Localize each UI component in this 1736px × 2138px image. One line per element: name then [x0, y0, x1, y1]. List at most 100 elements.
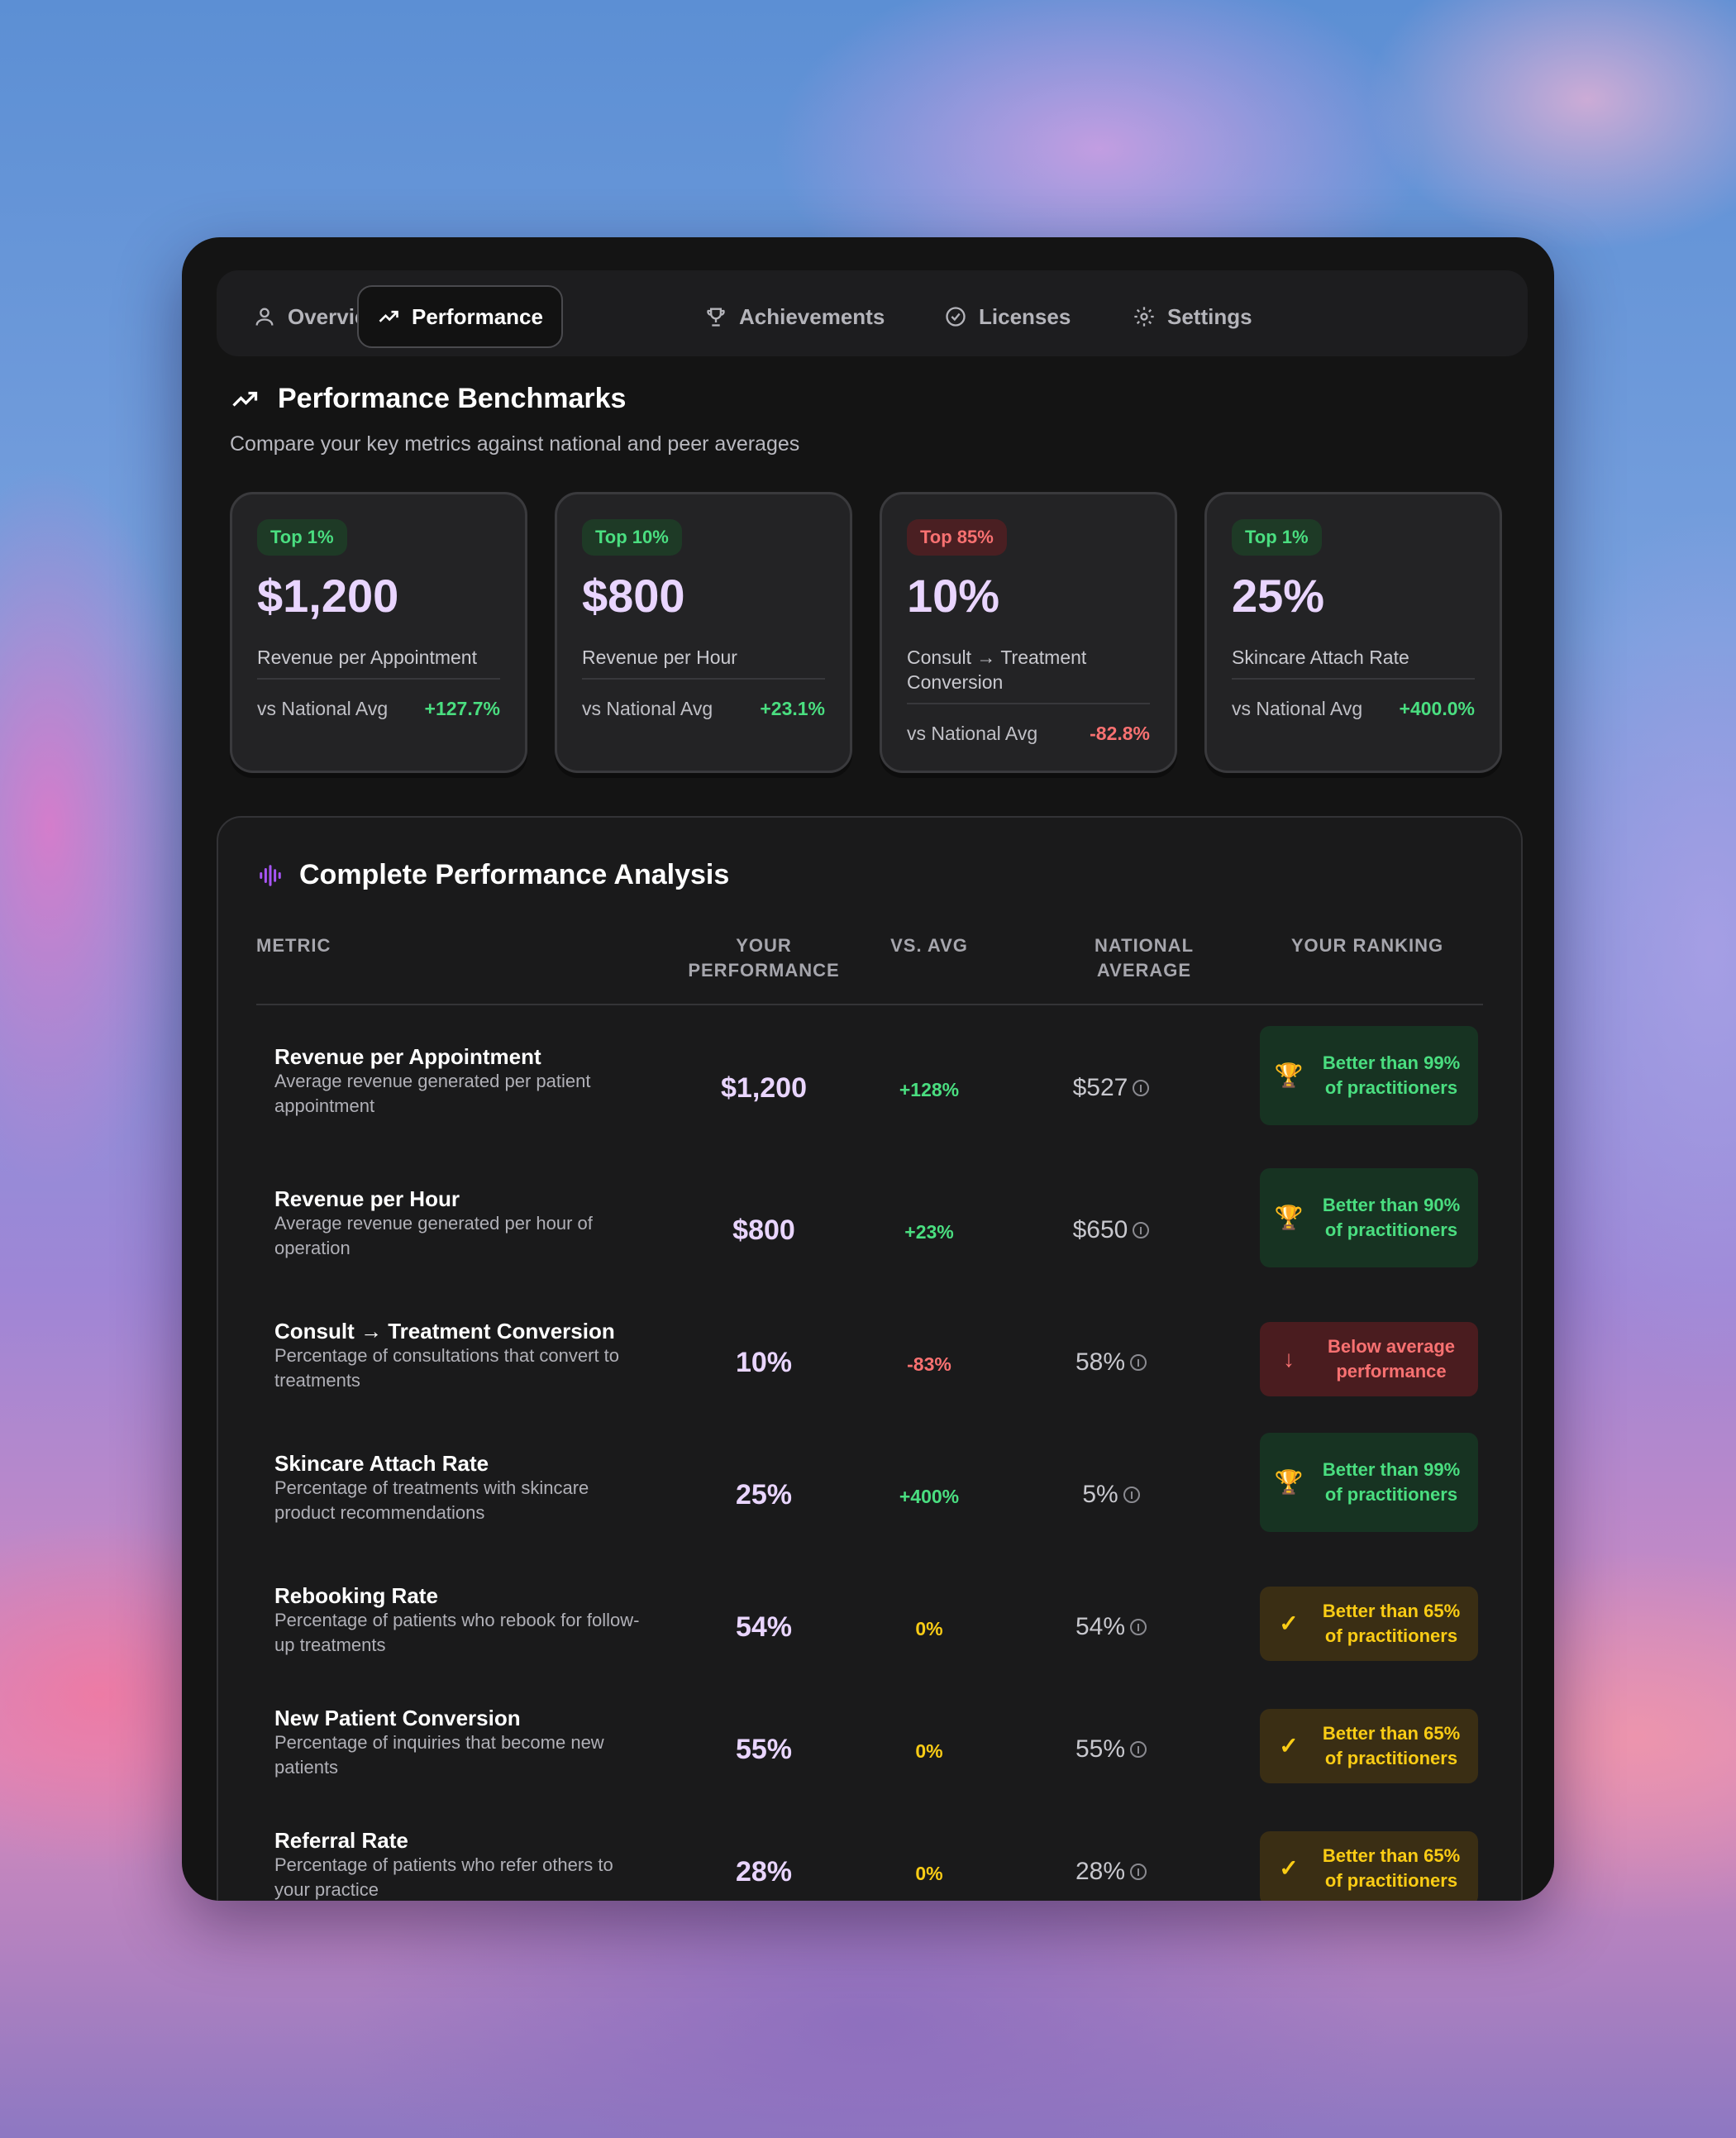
metric-name: Rebooking Rate — [274, 1583, 438, 1608]
your-performance-value: $1,200 — [721, 1072, 807, 1104]
national-average: $650 — [1028, 1216, 1194, 1244]
vs-avg-value: 0% — [915, 1740, 943, 1762]
analysis-title: Complete Performance Analysis — [299, 859, 730, 890]
info-icon[interactable] — [1133, 1080, 1150, 1096]
metric-description: Percentage of treatments with skincare p… — [274, 1477, 589, 1523]
benchmarks-header: Performance Benchmarks — [230, 383, 626, 415]
national-average: 54% — [1028, 1613, 1194, 1641]
ranking-badge: 🏆 Better than 90% of practitioners — [1260, 1168, 1478, 1267]
trending-up-icon — [232, 391, 258, 407]
national-average: 55% — [1028, 1735, 1194, 1763]
card-value: $1,200 — [257, 570, 399, 622]
vs-avg-value: -83% — [907, 1353, 951, 1375]
vs-avg-value: +23% — [904, 1221, 954, 1243]
rank-badge: Top 10% — [582, 519, 682, 556]
compare-label: vs National Avg — [1232, 698, 1363, 719]
header-divider — [256, 1004, 1483, 1005]
column-header-line: YOUR — [736, 935, 792, 956]
your-performance-value: 54% — [735, 1611, 793, 1643]
your-performance-value: 28% — [735, 1856, 793, 1887]
metric-name: Revenue per Hour — [274, 1186, 460, 1211]
card-value: 25% — [1232, 570, 1325, 622]
tab-settings[interactable]: Settings — [1114, 285, 1271, 348]
info-icon[interactable] — [1130, 1864, 1147, 1880]
audio-bars-icon — [260, 864, 281, 886]
column-header-national: NATIONAL AVERAGE — [1045, 933, 1243, 983]
card-footer: vs National Avg +23.1% — [582, 698, 825, 720]
column-header-vs-avg: VS. AVG — [890, 935, 968, 956]
metric-name: Revenue per Appointment — [274, 1044, 541, 1069]
delta-value: +23.1% — [760, 698, 825, 719]
benchmark-card: Top 85% 10% Consult → Treatment Conversi… — [880, 492, 1177, 773]
trophy-icon: 🏆 — [1274, 1205, 1304, 1230]
tab-bar: Overview Performance Achievements Licens… — [217, 270, 1528, 356]
metric-description: Percentage of patients who rebook for fo… — [274, 1610, 640, 1655]
check-icon: ✓ — [1279, 1611, 1299, 1636]
rank-badge: Top 1% — [257, 519, 347, 556]
tab-licenses[interactable]: Licenses — [926, 285, 1089, 348]
info-icon[interactable] — [1123, 1487, 1140, 1503]
analysis-header: Complete Performance Analysis — [258, 859, 729, 891]
column-header-line: NATIONAL — [1094, 935, 1195, 956]
trophy-icon: 🏆 — [1274, 1062, 1304, 1088]
column-header-ranking: YOUR RANKING — [1290, 935, 1444, 956]
metric-description: Percentage of consultations that convert… — [274, 1345, 620, 1391]
your-performance-value: 25% — [735, 1479, 793, 1510]
check-icon: ✓ — [1279, 1733, 1299, 1759]
national-average: 58% — [1028, 1348, 1194, 1377]
national-average-value: $527 — [1072, 1074, 1128, 1101]
card-divider — [257, 678, 500, 680]
benchmarks-title: Performance Benchmarks — [278, 383, 627, 414]
metric-description: Average revenue generated per patient ap… — [274, 1071, 591, 1116]
vs-avg-value: +128% — [899, 1079, 960, 1100]
delta-value: -82.8% — [1090, 723, 1150, 744]
metric-name: Referral Rate — [274, 1828, 408, 1853]
national-average: 5% — [1028, 1481, 1194, 1509]
card-divider — [907, 703, 1150, 704]
check-circle-icon — [946, 307, 966, 327]
compare-label: vs National Avg — [257, 698, 389, 719]
your-performance-value: 10% — [735, 1347, 793, 1378]
card-divider — [1232, 678, 1475, 680]
delta-value: +400.0% — [1399, 698, 1475, 719]
tab-label: Settings — [1167, 303, 1252, 329]
trending-up-icon — [379, 310, 398, 322]
gear-icon — [1134, 307, 1154, 327]
delta-value: +127.7% — [424, 698, 500, 719]
info-icon[interactable] — [1130, 1741, 1147, 1758]
trophy-icon: 🏆 — [1274, 1469, 1304, 1495]
ranking-text: Better than 65% of practitioners — [1322, 1723, 1461, 1768]
card-label: Consult → Treatment Conversion — [907, 647, 1087, 693]
national-average-value: 58% — [1075, 1348, 1126, 1376]
national-average-value: 5% — [1082, 1481, 1118, 1508]
metric-name: New Patient Conversion — [274, 1706, 521, 1730]
metric-name: Consult → Treatment Conversion — [274, 1319, 615, 1343]
info-icon[interactable] — [1130, 1619, 1147, 1635]
card-label: Skincare Attach Rate — [1232, 647, 1409, 668]
ranking-badge: ↓ Below average performance — [1260, 1322, 1478, 1396]
national-average-value: 55% — [1075, 1735, 1126, 1763]
ranking-badge: ✓ Better than 65% of practitioners — [1260, 1831, 1478, 1901]
vs-avg-value: 0% — [915, 1618, 943, 1639]
tab-label: Achievements — [739, 303, 885, 329]
rank-badge: Top 1% — [1232, 519, 1322, 556]
app-window: Overview Performance Achievements Licens… — [182, 237, 1554, 1901]
ranking-text: Better than 90% of practitioners — [1322, 1195, 1461, 1240]
ranking-badge: ✓ Better than 65% of practitioners — [1260, 1709, 1478, 1783]
ranking-badge: 🏆 Better than 99% of practitioners — [1260, 1433, 1478, 1532]
info-icon[interactable] — [1130, 1354, 1147, 1371]
metric-description: Average revenue generated per hour of op… — [274, 1213, 593, 1258]
card-divider — [582, 678, 825, 680]
card-footer: vs National Avg +127.7% — [257, 698, 500, 720]
column-header-metric: METRIC — [256, 935, 331, 956]
info-icon[interactable] — [1133, 1222, 1150, 1238]
card-footer: vs National Avg +400.0% — [1232, 698, 1475, 720]
rank-badge: Top 85% — [907, 519, 1007, 556]
card-footer: vs National Avg -82.8% — [907, 723, 1150, 745]
tab-performance[interactable]: Performance — [357, 285, 563, 348]
card-value: 10% — [907, 570, 1000, 622]
ranking-text: Better than 99% of practitioners — [1322, 1459, 1461, 1505]
your-performance-value: $800 — [732, 1215, 795, 1246]
tab-achievements[interactable]: Achievements — [686, 285, 903, 348]
